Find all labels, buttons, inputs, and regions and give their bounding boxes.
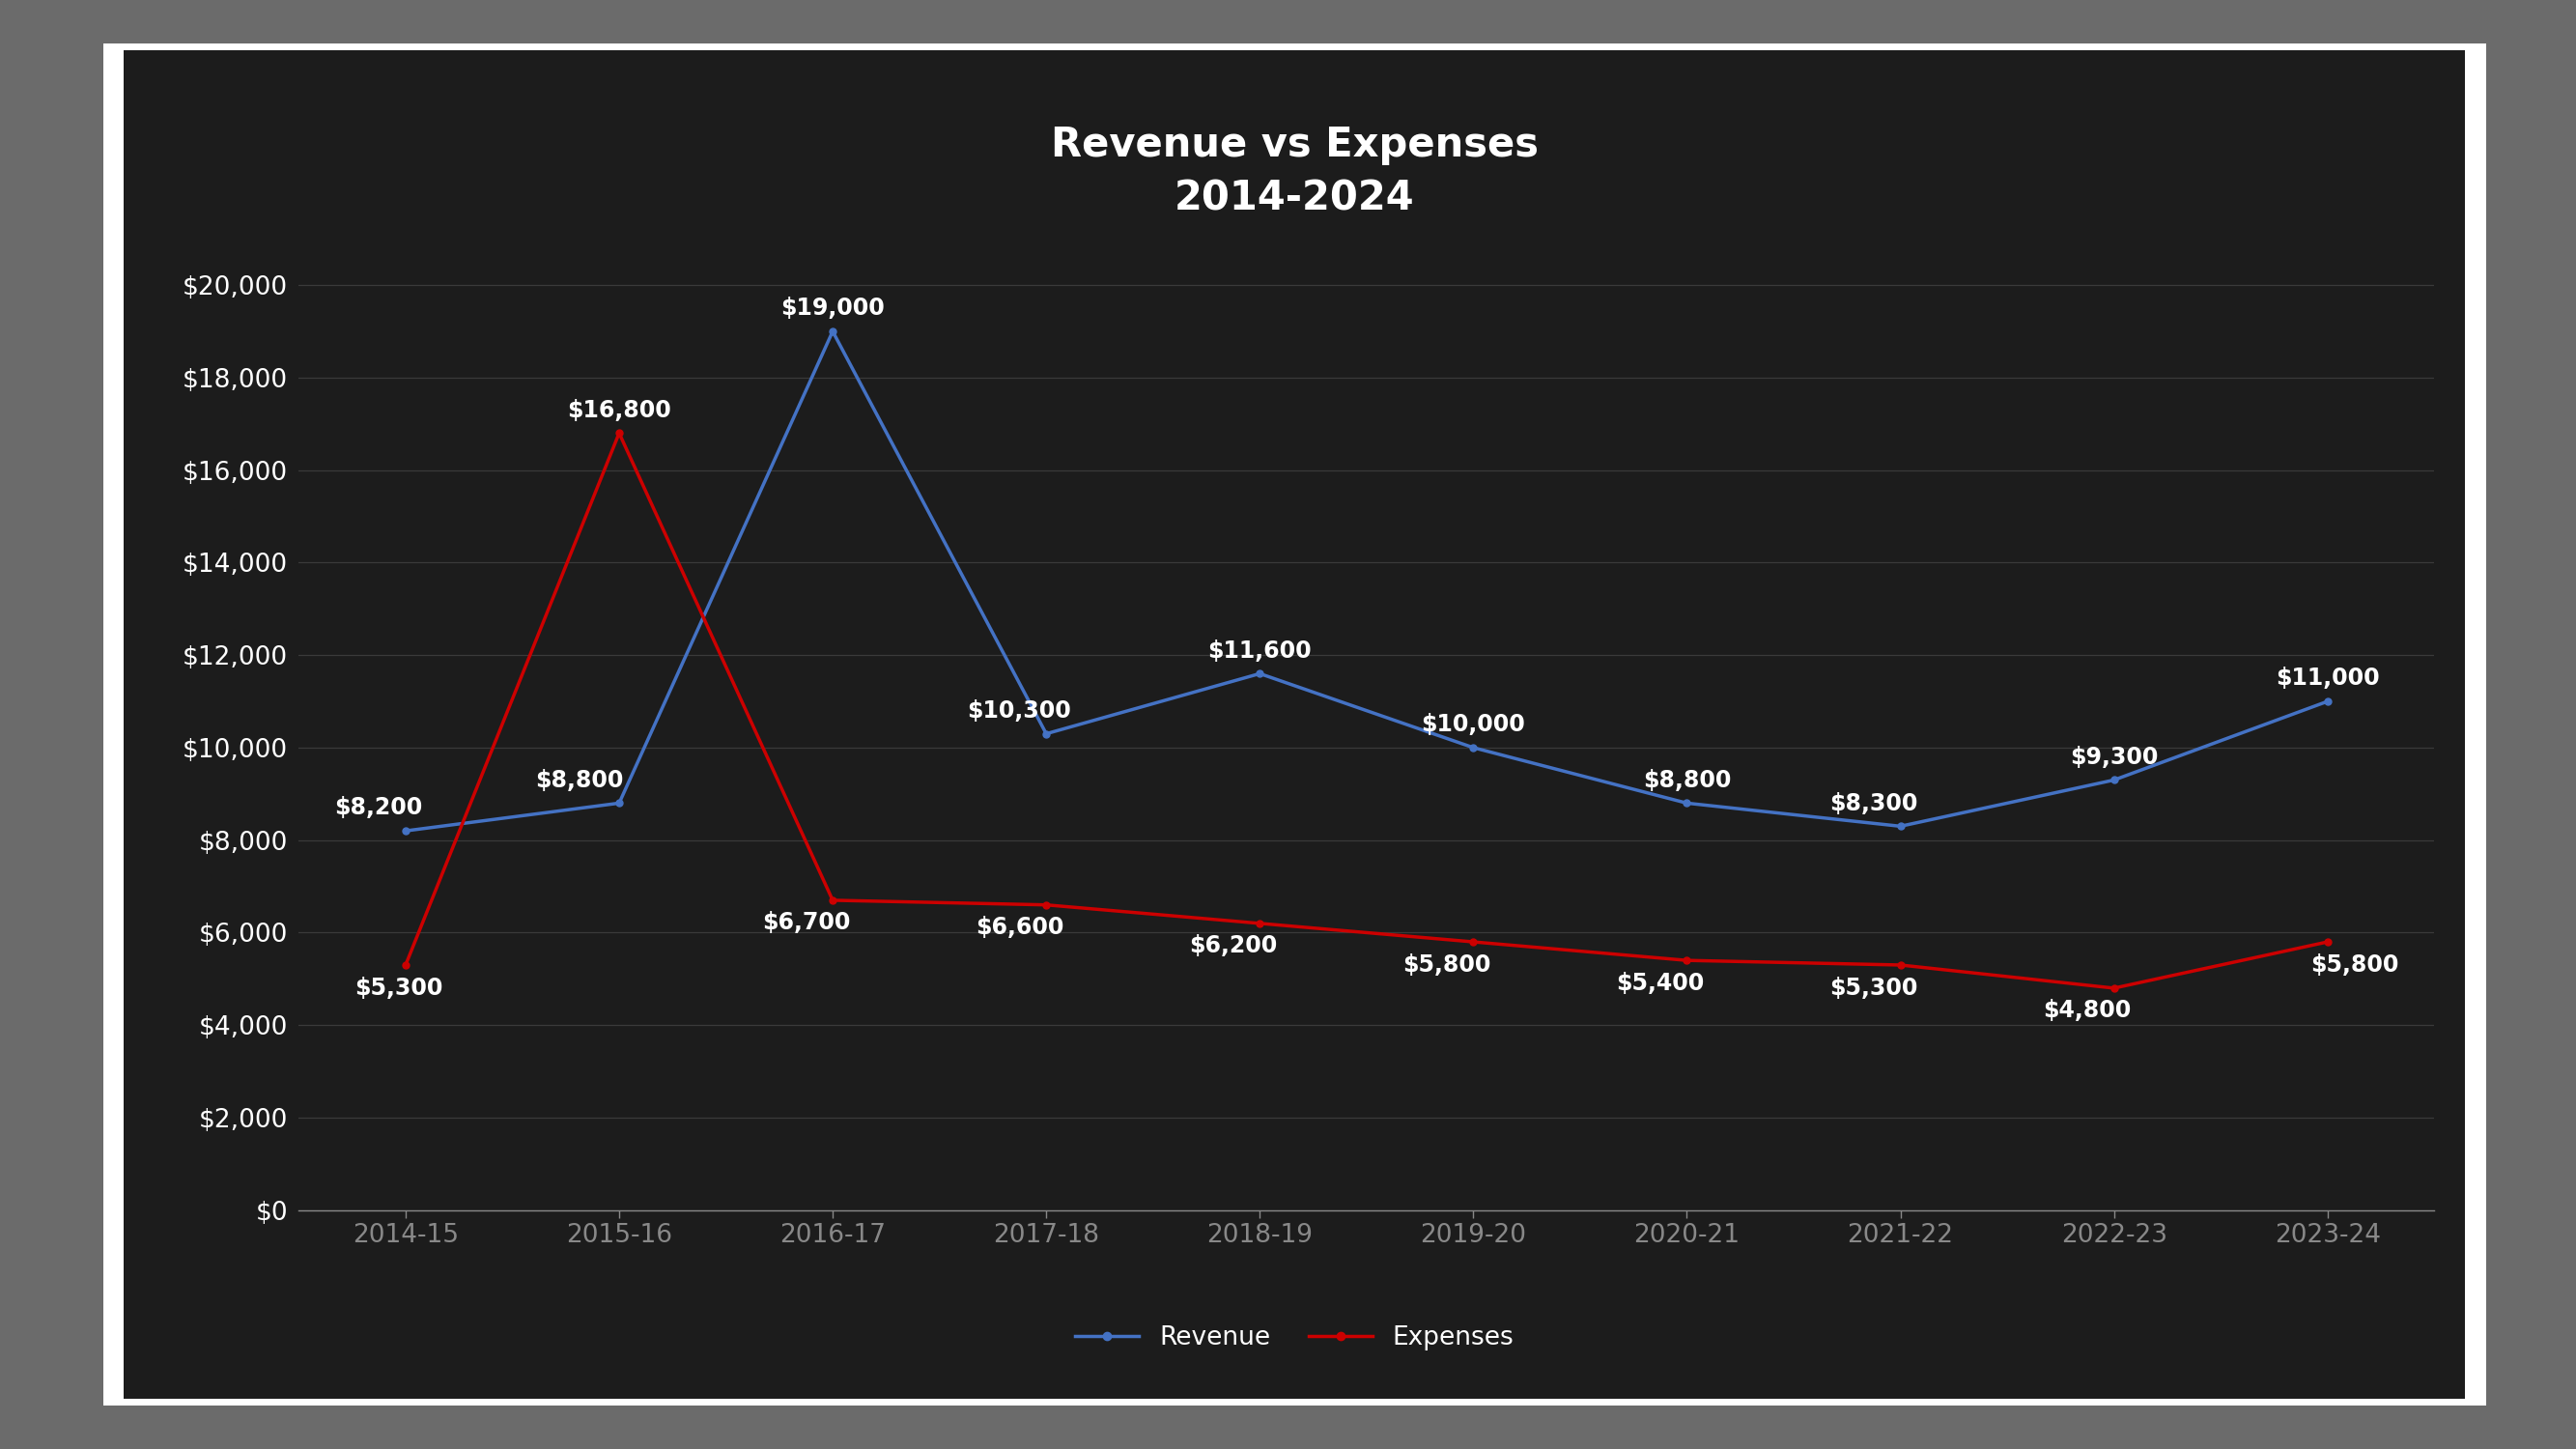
Expenses [1244,914,1275,932]
Text: $4,800: $4,800 [2043,1000,2130,1023]
Text: $5,800: $5,800 [2311,953,2398,977]
Revenue [2099,771,2130,788]
Revenue [2313,693,2344,710]
Line: Revenue: Revenue [402,327,2331,835]
Text: $6,600: $6,600 [976,916,1064,939]
Text: $5,800: $5,800 [1401,953,1492,977]
Expenses [817,891,848,909]
Expenses [1458,933,1489,951]
Text: $10,000: $10,000 [1422,713,1525,736]
Expenses [603,425,634,442]
Text: Revenue vs Expenses
2014-2024: Revenue vs Expenses 2014-2024 [1051,125,1538,219]
Text: $8,200: $8,200 [335,797,422,820]
Text: $10,300: $10,300 [969,700,1072,723]
Revenue [603,794,634,811]
Text: $5,300: $5,300 [1829,977,1917,1000]
Expenses [389,956,420,974]
Text: $9,300: $9,300 [2071,746,2159,769]
Text: $6,200: $6,200 [1190,935,1278,958]
Text: $11,600: $11,600 [1208,639,1311,662]
Text: $5,300: $5,300 [355,977,443,1000]
Text: $5,400: $5,400 [1615,971,1705,994]
Revenue [1458,739,1489,756]
Revenue [1672,794,1703,811]
Revenue [817,323,848,341]
Text: $8,800: $8,800 [536,768,623,791]
Text: $16,800: $16,800 [567,398,672,422]
Line: Expenses: Expenses [402,430,2331,991]
Legend: Revenue, Expenses: Revenue, Expenses [1064,1316,1525,1361]
Text: $8,300: $8,300 [1829,791,1917,814]
Text: $6,700: $6,700 [762,911,850,935]
Expenses [2313,933,2344,951]
Revenue [389,822,420,839]
Text: $11,000: $11,000 [2275,667,2380,690]
Revenue [1030,724,1061,742]
Text: $8,800: $8,800 [1643,768,1731,791]
Expenses [1886,956,1917,974]
Revenue [1244,665,1275,682]
Expenses [1672,952,1703,969]
Expenses [2099,980,2130,997]
Expenses [1030,895,1061,913]
Revenue [1886,817,1917,835]
Text: $19,000: $19,000 [781,297,884,320]
